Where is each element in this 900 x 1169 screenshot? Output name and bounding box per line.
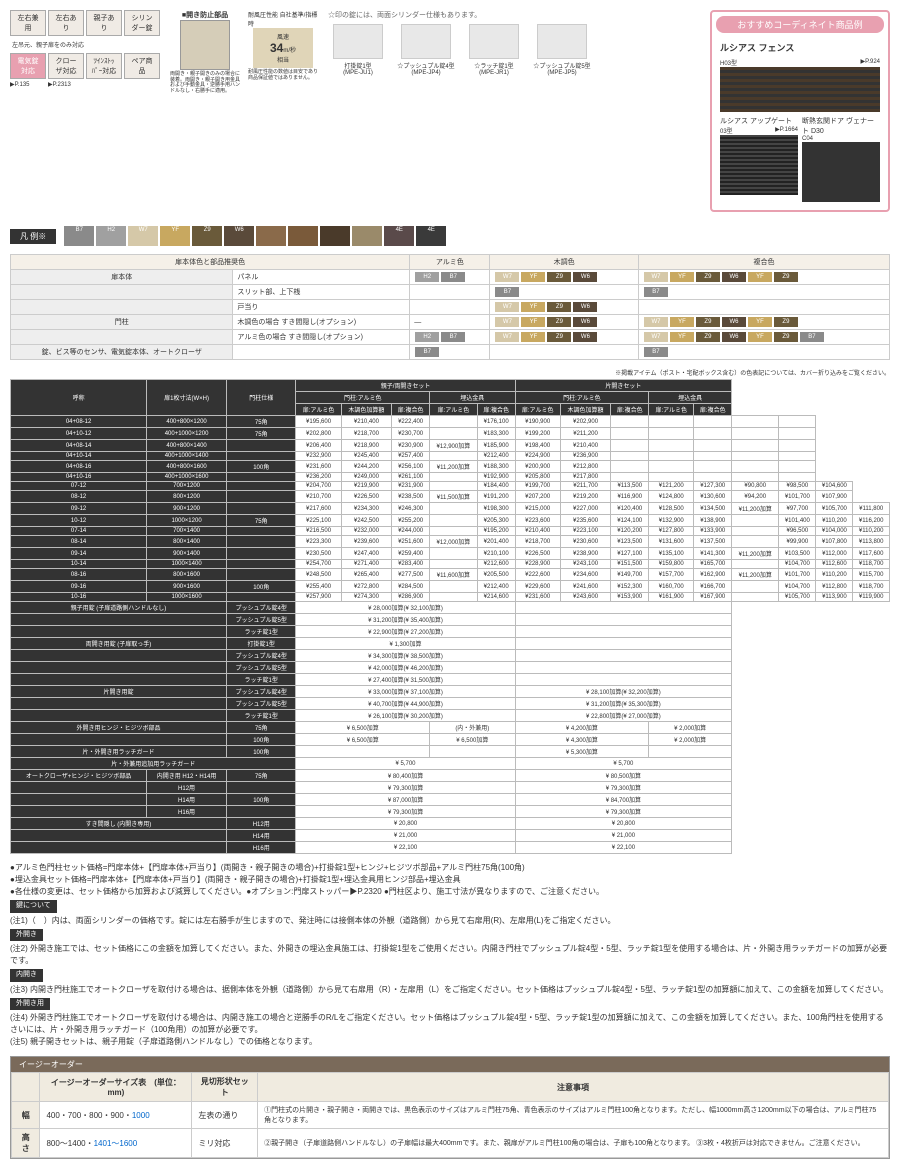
tag: ﾂｲﾝｽﾄｯﾊﾟｰ対応 <box>86 53 122 79</box>
color-swatch <box>288 226 318 246</box>
handle-item: ☆プッシュプル錠5型(MPE-JP5) <box>532 24 592 76</box>
tag: 親子あり <box>86 10 122 36</box>
tag: シリンダー錠 <box>124 10 160 36</box>
color-swatch: H2 <box>96 226 126 246</box>
gate-image <box>720 135 798 195</box>
color-swatch: 4E <box>384 226 414 246</box>
spec-table: 扉本体色と部品推奨色アルミ色木調色複合色 扉本体パネルH2B7W7YFZ9W6W… <box>10 254 890 360</box>
star-note: ☆印の錠には、両面シリンダー仕様もあります。 <box>328 10 700 20</box>
color-swatch <box>320 226 350 246</box>
feature-tags: 左右兼用 左右あり 親子あり シリンダー錠 左吊元、親子扉をのみ対応 電気錠対応… <box>10 10 160 212</box>
color-swatch <box>256 226 286 246</box>
legend-label: 凡 例※ <box>10 229 56 244</box>
color-swatch: W6 <box>224 226 254 246</box>
color-swatch: Z9 <box>192 226 222 246</box>
handle-item: ☆ラッチ錠1型(MPE-JR1) <box>464 24 524 76</box>
handle-item: ☆プッシュプル錠4型(MPE-JP4) <box>396 24 456 76</box>
fence-image <box>720 67 880 112</box>
notes: ●アルミ色門柱セット価格=門扉本体+【門扉本体+戸当り】(両開き・親子開きの場合… <box>10 862 890 1048</box>
wind-resistance: 耐風圧性能 自社基準/指標時 風速 34m/秒 相当 耐風圧性能の数値は目安であ… <box>248 10 318 81</box>
tag: 左右兼用 <box>10 10 46 36</box>
price-table: 呼称 扉1枚寸法(W×H) 門柱仕様 親子/両開きセット 片開きセット 門柱:ア… <box>10 379 890 854</box>
tag: 電気錠対応 <box>10 53 46 79</box>
color-swatch: B7 <box>64 226 94 246</box>
tag: クローザ対応 <box>48 53 84 79</box>
door-image <box>802 142 880 202</box>
tag: 左右あり <box>48 10 84 36</box>
prevention-part: ■開き防止部品 両開き・親子開きのみの場合に装着。両開き・親子開き用金具および手… <box>170 10 240 94</box>
recommend-box: おすすめコーディネイト商品例 ルシアス フェンス H03型 ▶P.924 ルシア… <box>710 10 890 212</box>
color-swatch: 4E <box>416 226 446 246</box>
color-swatch: YF <box>160 226 190 246</box>
easy-order: イージーオーダー イージーオーダーサイズ表 (単位：mm)見切形状セット注意事項… <box>10 1056 890 1159</box>
color-swatch <box>352 226 382 246</box>
color-swatch: W7 <box>128 226 158 246</box>
tag: ペア商品 <box>124 53 160 79</box>
handle-item: 打掛錠1型(MPE-JU1) <box>328 24 388 76</box>
